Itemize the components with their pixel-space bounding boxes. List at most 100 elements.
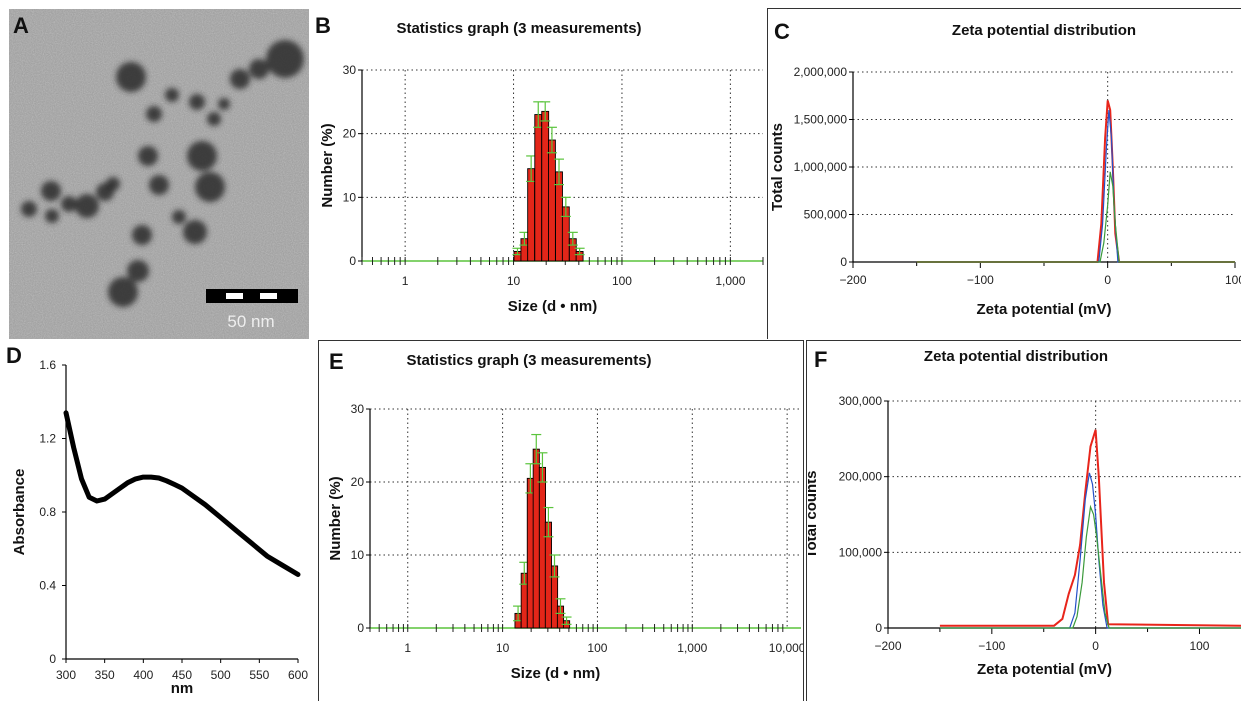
nanoparticle [183,220,207,244]
nanoparticle [41,181,61,201]
histogram-bar [527,168,536,262]
nanoparticle [165,88,179,102]
y-tick-label: 200,000 [839,470,883,484]
x-tick-label: 350 [95,668,115,682]
nanoparticle [146,106,162,122]
x-tick-label: 500 [211,668,231,682]
nanoparticle [45,209,59,223]
chart-d: 0 0.4 0.8 1.2 1.6 300 350 400 450 500 550 600 nm Abso… [6,343,308,697]
x-tick-label: 10 [507,274,521,288]
x-tick-label: 0 [1104,273,1111,287]
y-tick-label: 300,000 [839,394,883,408]
panel-label: F [814,347,827,372]
nanoparticle [189,94,205,110]
panel-b: 0 10 20 30 1 10 100 1,000 Statistics graph (3 me… [311,9,766,339]
series-line-red [916,100,1235,263]
y-tick-label: 1,000,000 [794,160,848,174]
x-tick-label: 100 [587,641,607,655]
panel-label: D [6,343,22,368]
y-axis-label: Absorbance [11,469,28,556]
panel-label: C [774,19,790,44]
chart-title: Zeta potential distribution [924,348,1108,365]
x-tick-label: 100 [612,274,632,288]
y-axis-label: Number (%) [327,476,344,560]
scale-bar [206,289,298,303]
panel-e: 0 10 20 30 1 10 100 1,000 10,000 Statistics graph… [319,341,803,698]
x-tick-label: 100 [1189,639,1209,653]
chart-f: 0 100,000 200,000 300,000 −200 −100 0 100 Zeta p… [808,347,1241,678]
y-tick-label: 100,000 [839,545,883,559]
x-tick-label: 300 [56,668,76,682]
nanoparticle [195,172,225,202]
x-axis-label: Zeta potential (mV) [977,661,1112,678]
x-tick-label: 1,000 [715,274,745,288]
x-tick-label: 10 [496,641,510,655]
chart-title: Statistics graph (3 measurements) [396,20,641,37]
y-tick-label: 0 [349,254,356,268]
nanoparticle [106,177,120,191]
nanoparticle [138,146,158,166]
panel-c: 0 500,000 1,000,000 1,500,000 2,000,000 −200 −… [768,9,1241,339]
x-tick-label: 0 [1092,639,1099,653]
x-axis-label: Zeta potential (mV) [976,301,1111,318]
series-line-red [939,429,1241,627]
chart-b: 0 10 20 30 1 10 100 1,000 Statistics graph (3 me… [315,13,764,315]
nanoparticle [127,260,149,282]
x-tick-label: −100 [978,639,1005,653]
x-tick-label: 450 [172,668,192,682]
absorbance-curve [63,410,301,577]
chart-title: Zeta potential distribution [952,22,1136,39]
y-tick-label: 20 [351,475,365,489]
x-tick-label: 10,000 [769,641,803,655]
nanoparticle [116,62,146,92]
chart-c: 0 500,000 1,000,000 1,500,000 2,000,000 −200 −… [769,19,1241,318]
y-tick-label: 0 [49,652,56,666]
y-tick-label: 1,500,000 [794,113,848,127]
x-tick-label: 1 [404,641,411,655]
panel-f: 0 100,000 200,000 300,000 −200 −100 0 100 Zeta p… [808,341,1241,698]
panel-label-a: A [13,13,29,38]
nanoparticle [108,277,138,307]
x-tick-label: 600 [288,668,308,682]
x-axis-label: Size (d • nm) [508,298,597,315]
histogram-bar [532,448,540,629]
y-tick-label: 0 [875,621,882,635]
y-axis-label: Total counts [769,123,786,211]
tem-micrograph: 50 nm A [9,9,309,339]
x-axis-label: Size (d • nm) [511,665,600,682]
nanoparticle [230,69,250,89]
panel-d: 0 0.4 0.8 1.2 1.6 300 350 400 450 500 550 600 nm Abso… [0,341,311,698]
nanoparticle [21,201,37,217]
nanoparticle [61,196,77,212]
x-tick-label: 100 [1225,273,1241,287]
y-tick-label: 0.4 [39,579,56,593]
y-axis-label: Total counts [808,470,820,558]
scale-bar-label: 50 nm [227,312,274,331]
y-axis-label: Number (%) [319,123,336,207]
chart-title: Statistics graph (3 measurements) [406,352,651,369]
nanoparticle [172,210,186,224]
y-tick-label: 10 [343,190,357,204]
nanoparticle [266,40,304,78]
y-tick-label: 0.8 [39,505,56,519]
nanoparticle [132,225,152,245]
histogram-bar [548,139,556,262]
x-tick-label: 550 [249,668,269,682]
x-tick-label: −200 [839,273,866,287]
y-tick-label: 0 [840,255,847,269]
histogram-bar [534,114,543,262]
y-tick-label: 10 [351,548,365,562]
y-tick-label: 1.2 [39,432,56,446]
x-tick-label: 1,000 [677,641,707,655]
series-line-blue [939,472,1241,629]
y-tick-label: 30 [343,63,357,77]
nanoparticle [249,59,269,79]
x-axis-label: nm [171,680,194,697]
y-tick-label: 500,000 [804,208,848,222]
x-tick-label: 1 [402,274,409,288]
y-tick-label: 0 [357,621,364,635]
y-tick-label: 30 [351,402,365,416]
nanoparticle [75,194,99,218]
series-line-blue [916,109,1235,263]
x-tick-label: −100 [967,273,994,287]
